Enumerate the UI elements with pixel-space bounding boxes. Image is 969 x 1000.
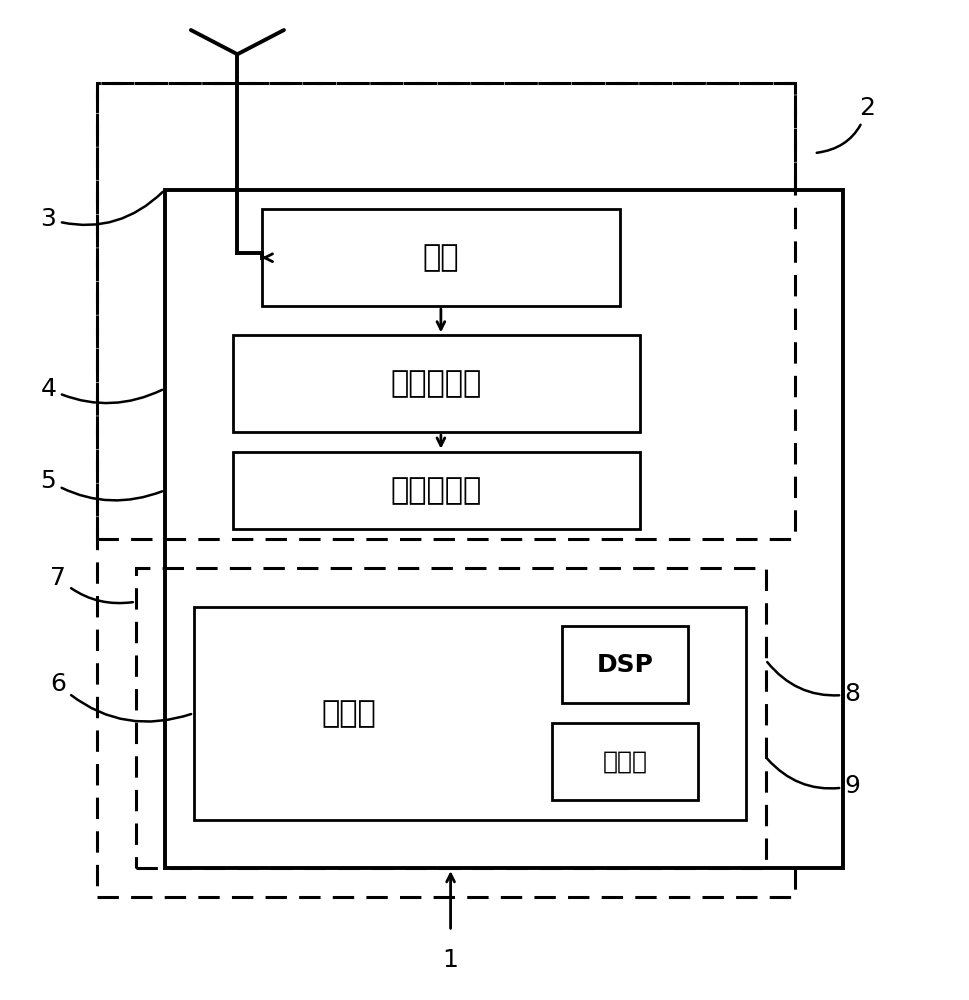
Text: 射频: 射频	[422, 243, 459, 272]
Bar	[233, 452, 640, 529]
Text: 1: 1	[443, 948, 458, 972]
Bar	[97, 83, 795, 539]
Bar	[194, 607, 746, 820]
Text: 5: 5	[41, 469, 162, 500]
Text: 7: 7	[50, 566, 133, 603]
Text: 解调器: 解调器	[322, 699, 376, 728]
Text: 6: 6	[50, 672, 191, 722]
Text: 8: 8	[767, 662, 860, 706]
Text: 9: 9	[767, 759, 860, 798]
Bar	[562, 626, 688, 703]
Bar	[136, 568, 766, 868]
Bar	[552, 723, 698, 800]
Text: 存储器: 存储器	[603, 750, 647, 774]
Text: 采样和保持: 采样和保持	[391, 369, 482, 398]
Bar	[97, 83, 795, 897]
Bar	[262, 209, 620, 306]
Bar	[233, 335, 640, 432]
Text: 模数转换器: 模数转换器	[391, 476, 482, 505]
Bar	[165, 190, 843, 868]
Text: DSP: DSP	[597, 653, 653, 677]
Text: 2: 2	[817, 96, 875, 153]
Text: 3: 3	[41, 192, 163, 231]
Text: 4: 4	[41, 377, 162, 403]
